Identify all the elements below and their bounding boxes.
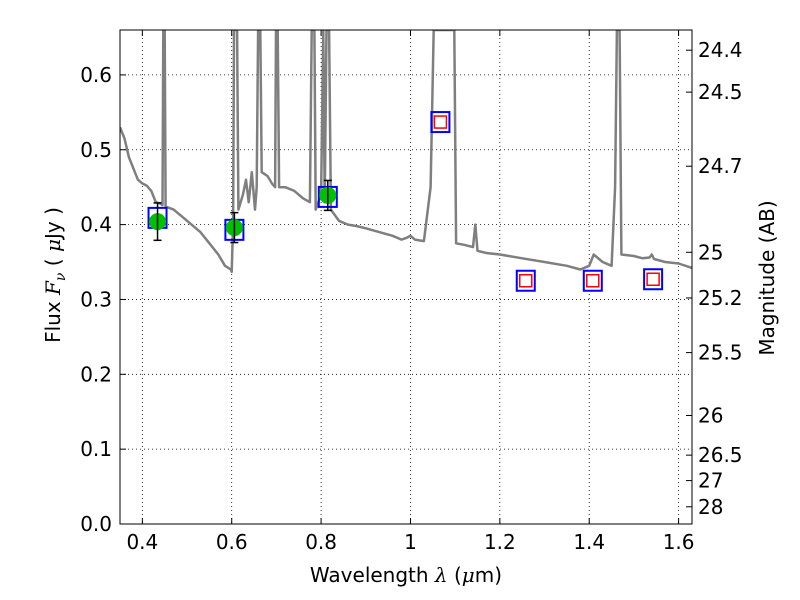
- y-tick-label: 0.0: [80, 512, 112, 536]
- model-spectrum-line: [120, 30, 692, 274]
- y-tick-label: 0.5: [80, 138, 112, 162]
- y2-tick-label: 24.7: [698, 154, 743, 178]
- y2-tick-label: 24.4: [698, 38, 743, 62]
- predicted-point: [433, 115, 448, 129]
- predicted-point-box: [515, 269, 536, 292]
- predicted-point: [646, 272, 660, 286]
- y-tick-label: 0.6: [80, 63, 112, 87]
- y2-tick-label: 28: [698, 495, 723, 519]
- grid-lines: [120, 30, 692, 525]
- x-tick-label: 1: [404, 530, 417, 554]
- y2-axis-label: Magnitude (AB): [755, 200, 779, 355]
- y-tick-label: 0.3: [80, 287, 112, 311]
- x-tick-label: 1.2: [484, 530, 516, 554]
- y-tick-label: 0.2: [80, 362, 112, 386]
- y2-tick-label: 27: [698, 469, 723, 493]
- plot-frame: [119, 29, 693, 525]
- data-points-group: [147, 111, 664, 292]
- x-tick-label: 1.4: [573, 530, 605, 554]
- predicted-point: [519, 273, 533, 288]
- x-tick-label: 0.8: [305, 530, 337, 554]
- y2-tick-label: 26.5: [698, 443, 743, 467]
- predicted-point-box: [582, 269, 603, 292]
- y-axis-label: Flux Fν ( μJy ): [41, 207, 69, 343]
- y-tick-label: 0.1: [80, 437, 112, 461]
- x-tick-label: 1.6: [663, 530, 695, 554]
- x-tick-label: 0.4: [126, 530, 158, 554]
- predicted-point-box: [430, 111, 451, 134]
- y2-tick-label: 25.5: [698, 341, 743, 365]
- predicted-point-box: [643, 268, 664, 291]
- predicted-point: [586, 273, 600, 288]
- y2-tick-label: 25: [698, 240, 723, 264]
- x-axis-label: Wavelength λ (μm): [310, 563, 502, 587]
- y-tick-label: 0.4: [80, 213, 112, 237]
- y2-tick-label: 24.5: [698, 80, 743, 104]
- y2-tick-label: 25.2: [698, 286, 743, 310]
- model-spectrum-group: [120, 30, 692, 274]
- y2-tick-label: 26: [698, 403, 723, 427]
- x-tick-label: 0.6: [216, 530, 248, 554]
- axis-ticks: 0.4 0.6 0.8 1 1.2 1.4 1.6 0.0 0.1 0.2 0.3 0.4 0.5 0.6…: [80, 30, 743, 554]
